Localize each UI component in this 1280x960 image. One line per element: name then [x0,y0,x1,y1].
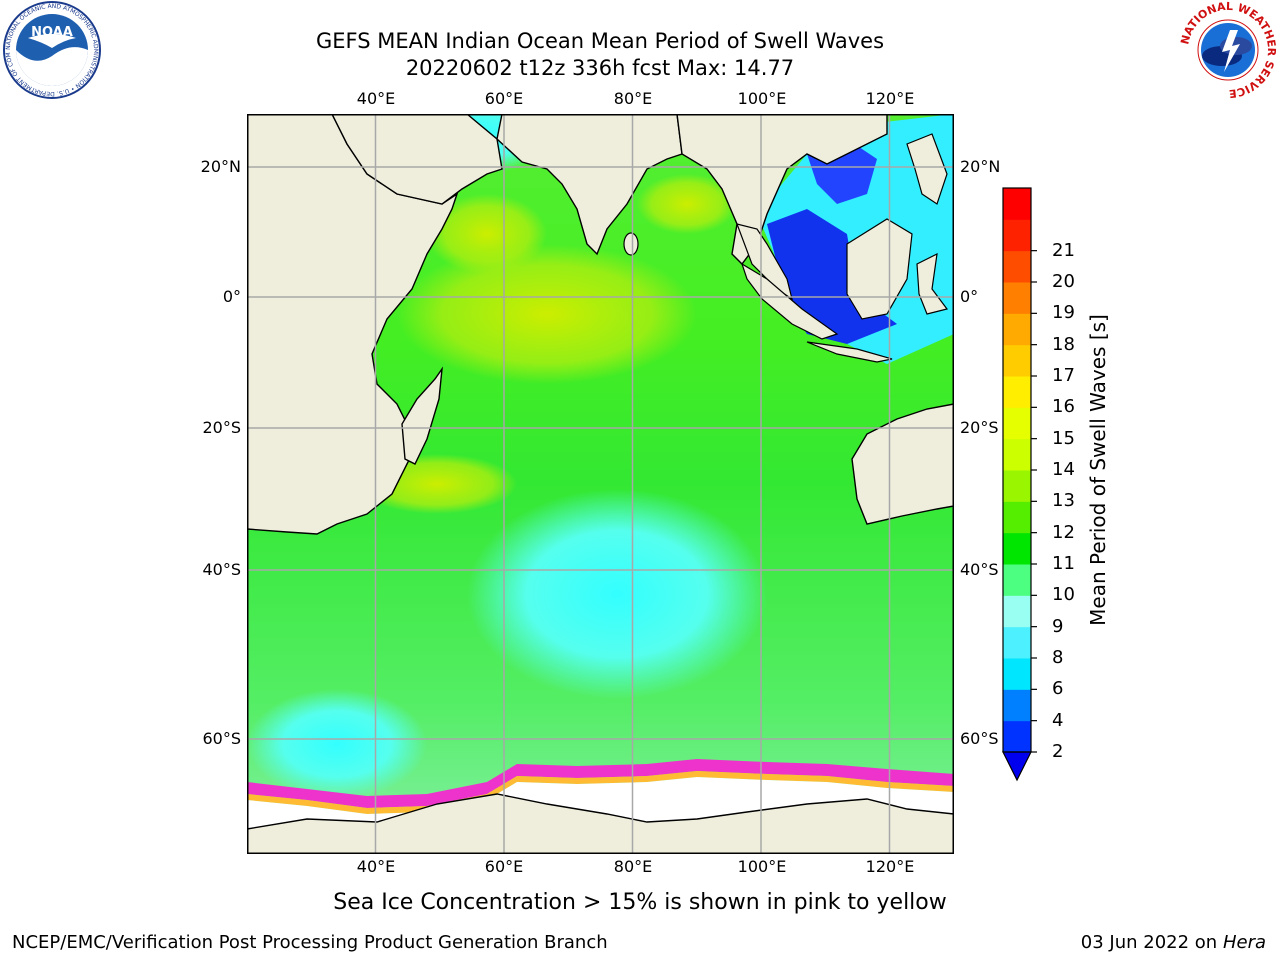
credit-text: NCEP/EMC/Verification Post Processing Pr… [12,932,608,953]
map-gridlines [247,114,954,854]
colorbar-band [1003,470,1031,502]
colorbar-tick-label: 8 [1052,647,1064,668]
malay-peninsula-landmass [736,223,793,301]
colorbar-band [1003,219,1031,252]
colorbar-tick-label: 21 [1052,239,1075,261]
colorbar-tick-label: 17 [1052,365,1075,386]
date-text: 03 Jun 2022 on [1080,932,1218,953]
colorbar-band [1003,376,1031,408]
low-period-region [467,489,767,699]
lat-label-right: 0° [960,287,979,306]
southeast-asia-landmass [676,114,888,266]
colorbar-band [1003,313,1031,346]
sri-lanka-landmass [623,232,639,256]
host-name: Hera [1222,932,1266,953]
lon-label-top: 60°E [484,89,524,108]
colorbar-tick-label: 11 [1052,553,1075,574]
lon-label-top: 100°E [737,89,787,108]
lat-label-left: 40°S [202,560,241,579]
arabia-landmass [331,114,503,205]
java-landmass [806,341,893,363]
colorbar-tick-label: 20 [1052,271,1075,292]
map-panel [247,114,954,854]
colorbar-tick-label: 9 [1052,615,1064,637]
colorbar-tick-label: 19 [1052,302,1075,324]
sumatra-landmass [740,262,839,340]
lon-label-bottom: 120°E [865,857,915,876]
colorbar-band [1003,626,1031,659]
sea-ice-note: Sea Ice Concentration > 15% is shown in … [333,890,947,915]
colorbar-band [1003,689,1031,722]
antarctica-landmass [247,793,954,854]
nws-logo: NATIONAL WEATHER SERVICE [1178,0,1278,100]
sea-ice-edge [247,759,954,808]
lat-label-right: 60°S [960,729,999,748]
australia-landmass [851,403,954,525]
colorbar-extend-triangle [1002,751,1032,782]
colorbar-band [1003,344,1031,377]
lat-label-left: 60°S [202,729,241,748]
high-period-region [397,244,697,384]
colorbar-band [1003,658,1031,690]
lon-label-bottom: 60°E [484,857,524,876]
colorbar-tick-label: 14 [1052,459,1075,480]
colorbar-band [1003,282,1031,314]
lon-label-top: 80°E [613,89,653,108]
colorbar-tick-label: 2 [1052,741,1064,762]
lat-label-left: 20°N [200,157,241,176]
colorbar-tick-label: 16 [1052,396,1075,418]
colorbar-tick-label: 15 [1052,427,1075,449]
colorbar-band [1003,501,1031,534]
noaa-logo-text: NOAA [31,25,73,40]
colorbar [1002,187,1037,782]
colorbar-tick-label: 6 [1052,678,1064,700]
philippines-landmass [906,133,948,205]
colorbar-tick-label: 13 [1052,490,1075,512]
chart-subtitle: 20220602 t12z 336h fcst Max: 14.77 [405,56,795,80]
colorbar-label: Mean Period of Swell Waves [s] [1086,314,1110,626]
colorbar-band [1003,720,1031,753]
lon-label-top: 120°E [865,89,915,108]
colorbar-band [1003,250,1031,283]
colorbar-tick-label: 4 [1052,709,1064,731]
noaa-logo: NATIONAL OCEANIC AND ATMOSPHERIC ADMINIS… [2,0,101,99]
lat-label-right: 20°S [960,418,999,437]
lon-label-bottom: 80°E [613,857,653,876]
madagascar-landmass [401,366,443,465]
lon-label-bottom: 100°E [737,857,787,876]
lat-label-left: 0° [222,287,241,306]
colorbar-band [1003,407,1031,440]
map-border [247,114,954,854]
colorbar-tick-label: 10 [1052,584,1075,606]
lat-label-right: 40°S [960,560,999,579]
lon-label-bottom: 40°E [356,857,396,876]
lat-label-left: 20°S [202,418,241,437]
lat-label-right: 20°N [960,157,1001,176]
colorbar-band [1003,595,1031,628]
high-period-region [637,174,737,234]
colorbar-band [1003,564,1031,596]
colorbar-band [1003,188,1031,220]
sulawesi-landmass [916,252,949,315]
chart-title: GEFS MEAN Indian Ocean Mean Period of Sw… [315,29,885,53]
high-period-region [427,194,547,274]
colorbar-tick-label: 12 [1052,521,1075,543]
colorbar-tick-label: 18 [1052,333,1075,355]
colorbar-band [1003,438,1031,471]
colorbar-band [1003,532,1031,565]
sea-ice-edge [247,771,954,814]
date-stamp: 03 Jun 2022 on Hera [1081,932,1266,953]
lon-label-top: 40°E [356,89,396,108]
low-period-region [247,689,427,799]
